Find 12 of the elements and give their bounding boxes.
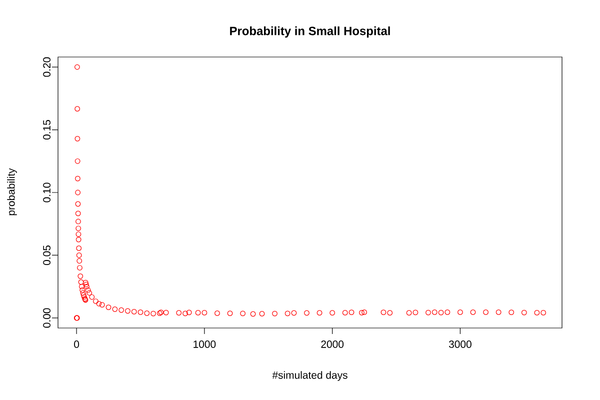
x-axis-title: #simulated days xyxy=(272,371,348,381)
y-tick-label: 0.15 xyxy=(43,120,50,140)
y-tick-label: 0.00 xyxy=(43,308,50,328)
y-tick-label: 0.10 xyxy=(43,182,50,202)
x-tick-label: 3000 xyxy=(448,340,472,348)
chart-title: Probability in Small Hospital xyxy=(230,26,390,38)
x-tick-label: 1000 xyxy=(194,340,216,348)
y-axis-title: probability xyxy=(7,168,17,216)
y-tick-label: 0.05 xyxy=(43,245,50,266)
x-tick-label: 0 xyxy=(74,340,80,348)
y-tick-label: 0.20 xyxy=(43,57,50,77)
x-tick-label: 2000 xyxy=(321,340,344,348)
